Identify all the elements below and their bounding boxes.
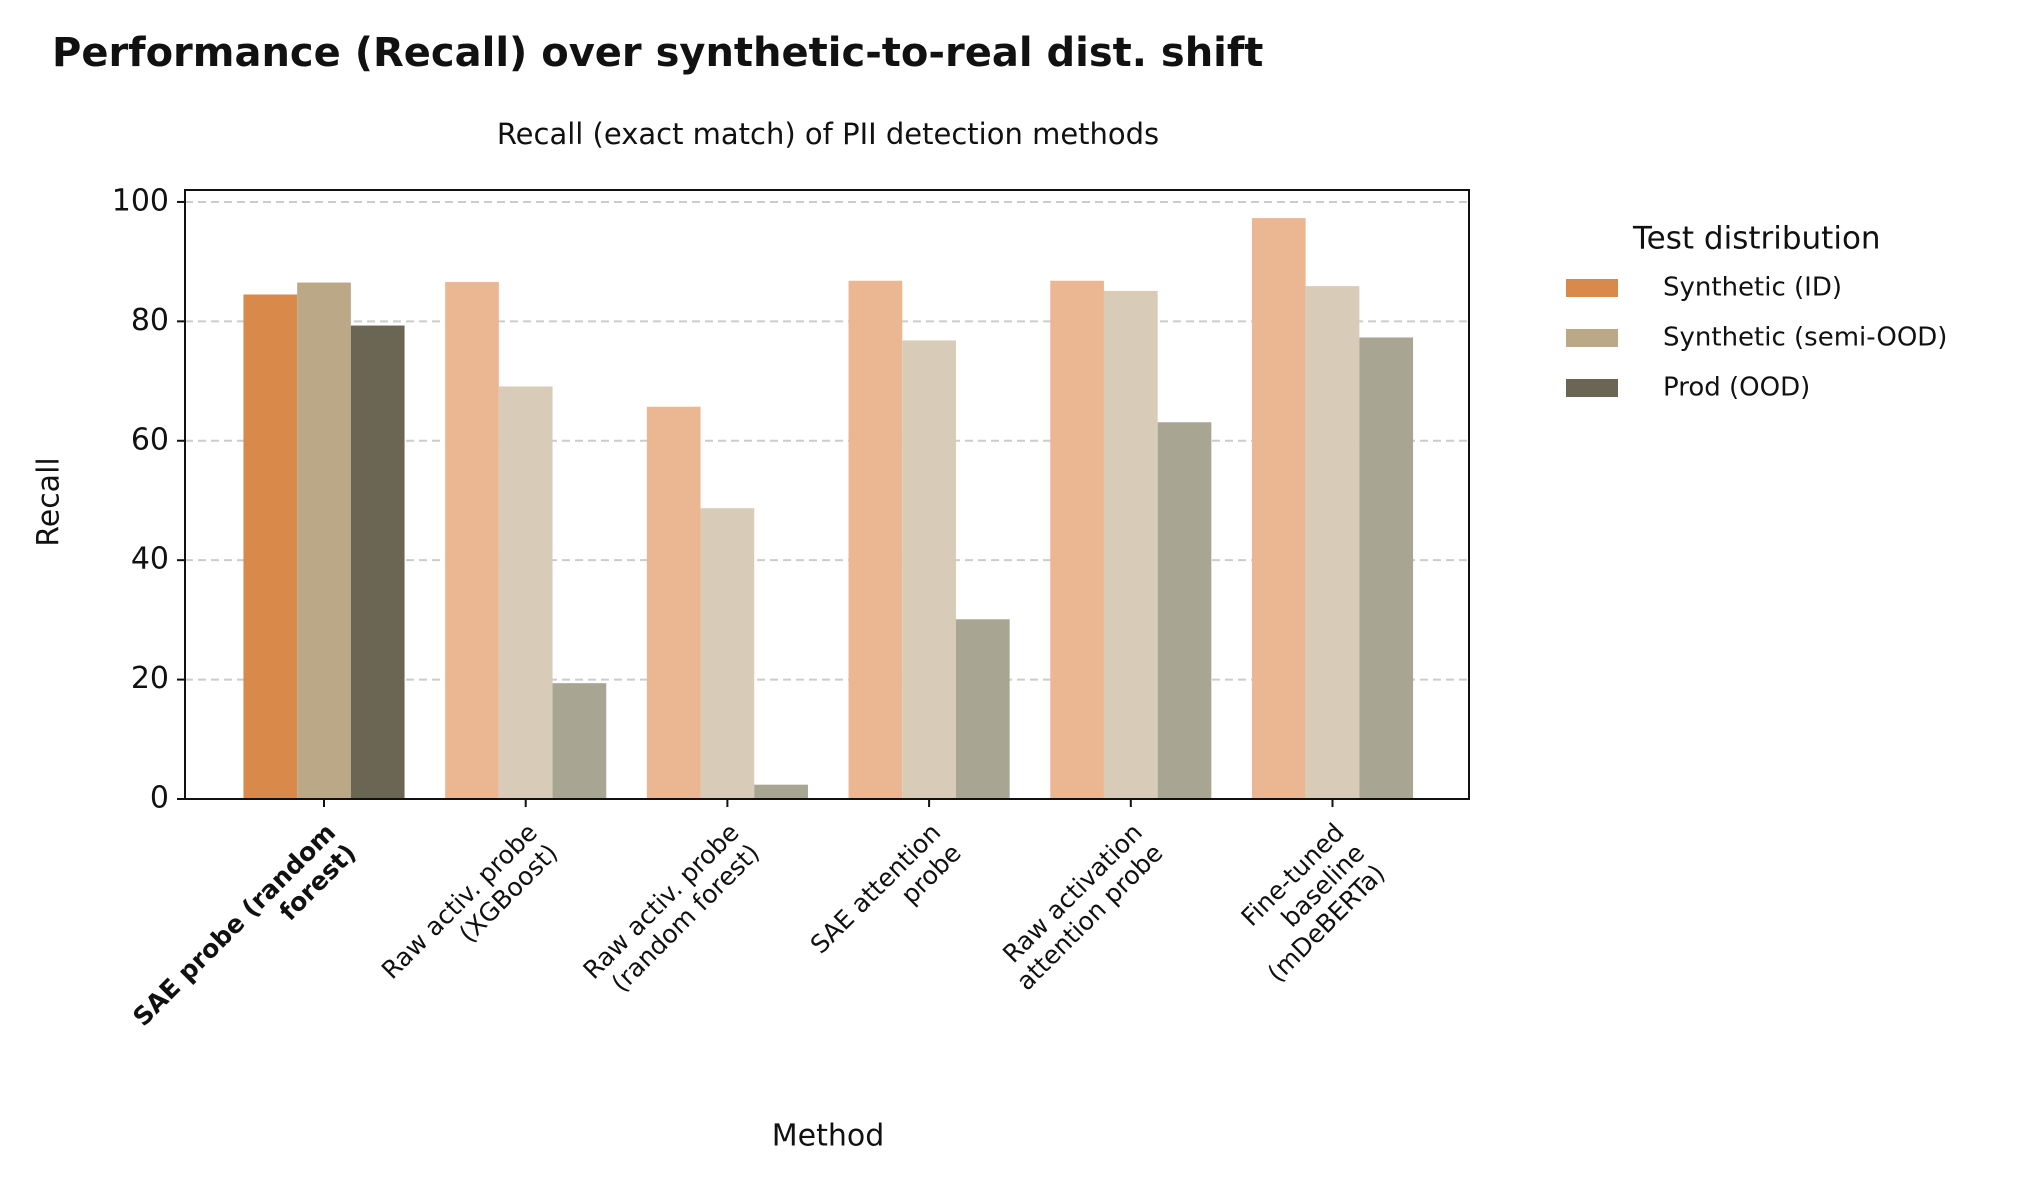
legend-label: Synthetic (semi-OOD) bbox=[1663, 323, 1947, 353]
x-tick-label: Fine-tunedbaseline(mDeBERTa) bbox=[1221, 818, 1391, 988]
bar bbox=[754, 784, 808, 799]
legend-swatch bbox=[1566, 379, 1618, 397]
x-tick-label: Raw activ. probe(XGBoost) bbox=[376, 818, 564, 1006]
y-tick-label: 20 bbox=[131, 661, 169, 696]
chart-title: Performance (Recall) over synthetic-to-r… bbox=[52, 30, 1263, 76]
y-axis-label: Recall bbox=[32, 457, 67, 547]
bar bbox=[445, 281, 499, 800]
bar bbox=[1103, 290, 1158, 799]
bar bbox=[1157, 422, 1212, 799]
bar bbox=[902, 340, 956, 799]
bar bbox=[297, 282, 351, 799]
y-tick-label: 100 bbox=[112, 183, 169, 218]
bar bbox=[700, 508, 755, 799]
bar bbox=[646, 406, 701, 799]
y-tick-label: 0 bbox=[150, 781, 169, 816]
y-tick-label: 80 bbox=[131, 303, 169, 338]
x-tick-label: Raw activationattention probe bbox=[990, 818, 1168, 996]
bar bbox=[243, 294, 298, 799]
x-axis-label: Method bbox=[772, 1119, 885, 1154]
plot-frame bbox=[184, 189, 1470, 800]
bar bbox=[955, 619, 1010, 799]
y-tick-label: 60 bbox=[131, 422, 169, 457]
bar bbox=[848, 280, 903, 799]
bar bbox=[552, 683, 607, 799]
legend-swatch bbox=[1566, 279, 1618, 297]
bar bbox=[498, 386, 553, 799]
bar bbox=[1251, 218, 1306, 799]
x-tick-label: Raw activ. probe(random forest) bbox=[578, 818, 766, 1006]
bar bbox=[350, 325, 405, 799]
legend-title: Test distribution bbox=[1632, 221, 1881, 257]
legend-label: Synthetic (ID) bbox=[1663, 273, 1842, 303]
legend-label: Prod (OOD) bbox=[1663, 373, 1810, 403]
x-tick-label: SAE probe (randomforest) bbox=[127, 818, 362, 1053]
chart-subtitle: Recall (exact match) of PII detection me… bbox=[497, 117, 1159, 151]
bar bbox=[1359, 337, 1414, 799]
bar bbox=[1305, 286, 1360, 799]
bar bbox=[1050, 280, 1104, 799]
x-tick-label: SAE attentionprobe bbox=[805, 818, 967, 980]
legend-swatch bbox=[1566, 329, 1618, 347]
y-tick-label: 40 bbox=[131, 542, 169, 577]
